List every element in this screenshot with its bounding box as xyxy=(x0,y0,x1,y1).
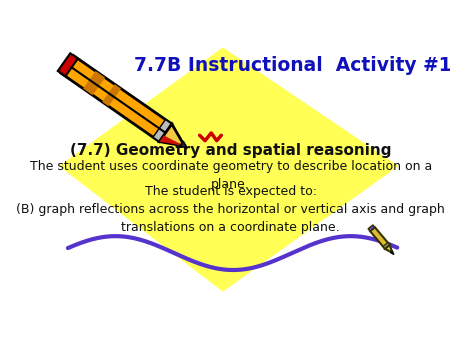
Polygon shape xyxy=(383,243,390,249)
Polygon shape xyxy=(385,245,392,253)
Polygon shape xyxy=(102,84,121,106)
Text: The student is expected to:
(B) graph reflections across the horizontal or verti: The student is expected to: (B) graph re… xyxy=(16,186,445,235)
Polygon shape xyxy=(391,251,394,255)
Text: (7.7) Geometry and spatial reasoning: (7.7) Geometry and spatial reasoning xyxy=(70,143,392,158)
Text: The student uses coordinate geometry to describe location on a
plane.: The student uses coordinate geometry to … xyxy=(30,160,432,191)
Polygon shape xyxy=(159,124,184,146)
Text: 7.7B Instructional  Activity #1: 7.7B Instructional Activity #1 xyxy=(134,56,450,75)
Polygon shape xyxy=(61,55,172,142)
Polygon shape xyxy=(60,48,397,291)
Polygon shape xyxy=(370,227,390,249)
Polygon shape xyxy=(153,120,172,142)
Polygon shape xyxy=(368,225,375,231)
Polygon shape xyxy=(83,71,105,95)
Polygon shape xyxy=(159,136,184,146)
Polygon shape xyxy=(58,53,78,76)
Polygon shape xyxy=(180,141,187,148)
